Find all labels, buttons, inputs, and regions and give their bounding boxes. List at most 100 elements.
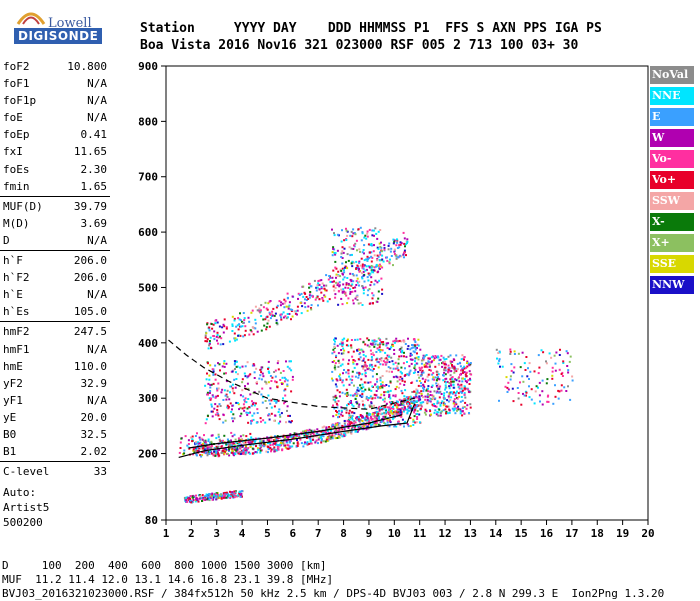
echo-point (366, 412, 369, 415)
echo-point (375, 263, 378, 266)
echo-point (264, 400, 267, 402)
echo-point (267, 360, 270, 363)
echo-point (244, 365, 247, 368)
echo-point (451, 360, 454, 363)
echo-point (438, 401, 441, 404)
echo-point (355, 274, 358, 277)
echo-point (273, 448, 276, 451)
echo-point (375, 421, 378, 424)
echo-point (551, 366, 554, 369)
x-tick-label: 8 (340, 527, 347, 540)
echo-point (389, 397, 392, 400)
echo-point (354, 242, 357, 245)
echo-point (255, 421, 258, 424)
echo-point (211, 452, 213, 455)
echo-point (261, 372, 264, 375)
echo-point (394, 388, 397, 391)
echo-point (376, 281, 379, 284)
echo-point (421, 369, 424, 372)
echo-point (227, 440, 230, 443)
echo-point (373, 339, 376, 342)
echo-point (376, 259, 379, 262)
echo-point (267, 451, 269, 454)
echo-point (417, 344, 420, 347)
echo-point (324, 430, 327, 433)
echo-point (211, 394, 214, 397)
echo-point (464, 387, 467, 390)
echo-point (437, 376, 440, 379)
echo-point (427, 395, 430, 398)
echo-point (300, 292, 303, 295)
echo-point (441, 400, 444, 403)
echo-point (215, 495, 218, 498)
echo-point (390, 247, 393, 250)
echo-point (463, 412, 466, 415)
echo-point (343, 422, 346, 425)
echo-point (310, 308, 313, 311)
echo-point (297, 292, 300, 295)
echo-point (450, 384, 453, 387)
echo-point (452, 380, 455, 383)
echo-point (449, 382, 452, 385)
echo-point (420, 362, 423, 365)
param-value: 3.69 (80, 216, 108, 230)
echo-point (279, 313, 282, 316)
echo-point (379, 407, 382, 410)
echo-point (468, 391, 471, 394)
echo-point (533, 402, 536, 405)
echo-point (331, 433, 334, 436)
echo-point (377, 337, 380, 340)
echo-point (331, 377, 333, 380)
echo-point (426, 375, 429, 378)
echo-point (349, 394, 352, 397)
echo-point (452, 358, 455, 361)
echo-point (371, 229, 374, 232)
param-name: h`F (3, 254, 23, 268)
echo-point (451, 365, 454, 368)
echo-point (358, 353, 361, 356)
echo-point (370, 276, 373, 279)
echo-point (239, 366, 242, 369)
echo-point (382, 407, 385, 410)
echo-point (233, 337, 236, 340)
echo-point (420, 404, 423, 407)
echo-point (328, 435, 331, 438)
echo-point (328, 275, 331, 277)
echo-point (326, 440, 329, 442)
echo-point (450, 380, 453, 383)
echo-point (403, 408, 406, 411)
param-name: h`Es (3, 305, 30, 319)
echo-point (296, 445, 299, 447)
echo-point (372, 354, 375, 357)
echo-point (259, 309, 262, 312)
echo-point (449, 374, 452, 377)
echo-point (375, 340, 378, 343)
echo-point (380, 359, 383, 362)
echo-point (207, 495, 210, 498)
echo-point (206, 445, 209, 448)
param-value: N/A (87, 288, 107, 302)
echo-point (255, 445, 257, 448)
echo-point (522, 392, 524, 395)
echo-point (444, 369, 447, 372)
echo-point (364, 419, 367, 422)
echo-point (309, 432, 312, 435)
echo-point (542, 351, 545, 354)
echo-point (370, 353, 373, 356)
echo-point (433, 411, 436, 414)
echo-point (226, 404, 229, 407)
echo-point (459, 400, 462, 403)
echo-point (457, 377, 460, 380)
echo-point (326, 430, 329, 432)
footer-file-line: BVJ03_2016321023000.RSF / 384fx512h 50 k… (2, 587, 665, 600)
x-tick-label: 15 (515, 527, 528, 540)
trace-line (168, 339, 415, 410)
param-name: yF1 (3, 393, 23, 407)
echo-point (363, 381, 366, 384)
echo-point (344, 292, 347, 295)
param-divider (0, 461, 110, 463)
echo-point (256, 330, 259, 333)
echo-point (383, 248, 386, 251)
echo-point (343, 247, 346, 250)
echo-point (210, 442, 213, 445)
